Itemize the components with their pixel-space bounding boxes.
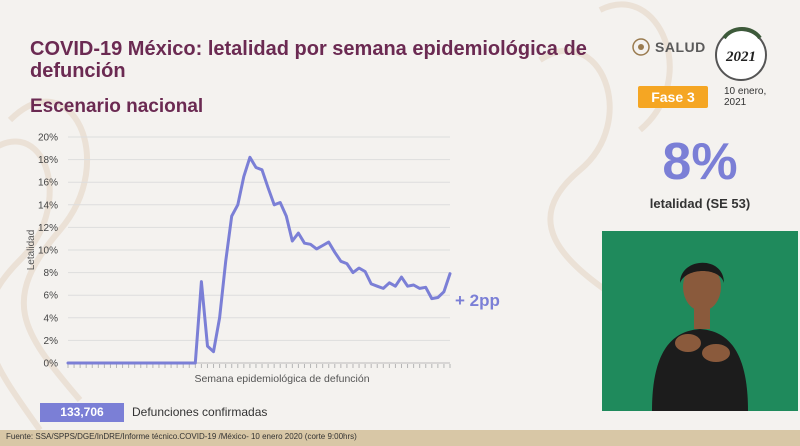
footer-source: Fuente: SSA/SPPS/DGE/InDRE/Informe técni… [6, 432, 357, 441]
y-tick-label: 14% [38, 200, 58, 211]
y-tick-label: 20% [38, 133, 58, 144]
lethality-value: 8% [662, 133, 738, 191]
change-indicator: + 2pp [455, 291, 500, 310]
salud-logo: SALUD [632, 38, 706, 56]
page-subtitle: Escenario nacional [30, 96, 204, 117]
x-axis-label: Semana epidemiológica de defunción [194, 373, 369, 385]
y-tick-label: 4% [44, 313, 59, 324]
y-axis-ticks: 0% 2% 4% 6% 8% 10% 12% 14% 16% 18% 20% [38, 133, 58, 370]
y-tick-label: 0% [44, 359, 59, 370]
year-seal-icon: 2021 [715, 27, 767, 81]
lethality-chart: 0% 2% 4% 6% 8% 10% 12% 14% 16% 18% 20% Letalidad S… [26, 133, 452, 385]
mexico-emblem-icon [632, 38, 650, 56]
y-tick-label: 2% [44, 336, 59, 347]
salud-logo-text: SALUD [655, 39, 706, 55]
series-line [66, 155, 452, 365]
deaths-count: 133,706 [40, 403, 124, 422]
report-date: 10 enero, 2021 [724, 86, 767, 108]
y-tick-label: 18% [38, 155, 58, 166]
sign-language-video [602, 231, 798, 411]
x-axis-ticks [67, 364, 451, 368]
chart-grid [68, 136, 450, 364]
seal-year: 2021 [725, 49, 756, 65]
interpreter-figure-icon [652, 262, 748, 411]
y-tick-label: 8% [44, 268, 59, 279]
phase-badge: Fase 3 [638, 86, 708, 108]
y-tick-label: 10% [38, 246, 58, 257]
deaths-count-label: Defunciones confirmadas [132, 405, 268, 419]
lethality-label: letalidad (SE 53) [649, 196, 751, 211]
y-tick-label: 12% [38, 223, 58, 234]
footer-bar: Fuente: SSA/SPPS/DGE/InDRE/Informe técni… [0, 430, 800, 446]
y-axis-label: Letalidad [26, 230, 37, 271]
page-title: COVID-19 México: letalidad por semana ep… [30, 38, 587, 82]
y-tick-label: 6% [44, 291, 59, 302]
y-tick-label: 16% [38, 178, 58, 189]
